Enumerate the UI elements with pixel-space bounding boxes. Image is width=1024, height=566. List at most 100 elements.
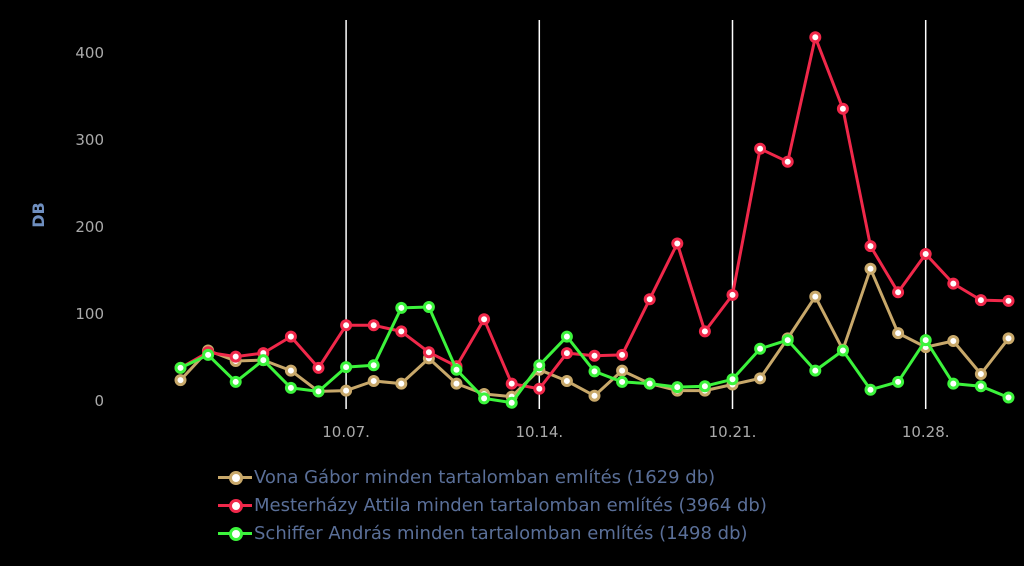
data-point[interactable] — [974, 368, 987, 380]
data-point[interactable] — [340, 361, 353, 374]
x-axis-ticks: 10.07. 10.14. 10.21. 10.28. — [322, 423, 949, 441]
data-point[interactable] — [616, 348, 629, 361]
data-point[interactable] — [422, 346, 435, 359]
data-point[interactable] — [478, 313, 491, 326]
data-point[interactable] — [919, 248, 932, 260]
y-tick-label: 400 — [75, 44, 104, 62]
data-point[interactable] — [809, 290, 822, 303]
data-point[interactable] — [229, 350, 242, 363]
data-point[interactable] — [809, 31, 822, 44]
data-point[interactable] — [947, 377, 960, 390]
data-point[interactable] — [1002, 391, 1015, 404]
data-point[interactable] — [174, 361, 187, 374]
data-point[interactable] — [698, 380, 711, 393]
data-point[interactable] — [781, 155, 794, 168]
data-point[interactable] — [588, 349, 601, 362]
data-point[interactable] — [478, 392, 491, 405]
data-point[interactable] — [560, 375, 573, 387]
data-point[interactable] — [698, 325, 711, 338]
data-point[interactable] — [505, 377, 518, 390]
data-point[interactable] — [947, 277, 960, 290]
data-point[interactable] — [754, 342, 767, 355]
data-point[interactable] — [836, 102, 849, 115]
data-point[interactable] — [616, 375, 629, 388]
data-point[interactable] — [588, 365, 601, 378]
data-point[interactable] — [450, 363, 463, 376]
data-point[interactable] — [974, 380, 987, 393]
data-point[interactable] — [312, 361, 325, 374]
legend-label-vona: Vona Gábor minden tartalomban említés (1… — [254, 466, 716, 488]
line-chart: 0 100 200 300 400 10.07. 10.14. 10.21. 10.28. D… — [29, 20, 1015, 441]
data-point[interactable] — [533, 359, 546, 372]
data-point[interactable] — [643, 293, 656, 306]
x-tick-label: 10.07. — [322, 423, 370, 441]
legend-item-vona[interactable]: Vona Gábor minden tartalomban említés (1… — [218, 463, 767, 491]
data-point[interactable] — [450, 377, 463, 390]
legend-label-mesterhazy: Mesterházy Attila minden tartalomban eml… — [254, 494, 767, 516]
data-point[interactable] — [312, 385, 325, 398]
data-point[interactable] — [340, 319, 353, 332]
legend-item-mesterhazy[interactable]: Mesterházy Attila minden tartalomban eml… — [218, 491, 767, 519]
data-point[interactable] — [892, 286, 905, 299]
data-point[interactable] — [864, 383, 877, 396]
data-point[interactable] — [809, 364, 822, 377]
data-point[interactable] — [284, 381, 297, 394]
data-point[interactable] — [229, 375, 242, 388]
data-point[interactable] — [422, 301, 435, 313]
legend-marker-schiffer — [218, 525, 252, 541]
data-point[interactable] — [726, 288, 739, 301]
data-point[interactable] — [533, 382, 546, 395]
data-point[interactable] — [588, 389, 601, 402]
data-point[interactable] — [947, 335, 960, 347]
data-point[interactable] — [367, 375, 380, 387]
data-point[interactable] — [284, 330, 297, 343]
series-group — [174, 31, 1015, 409]
data-point[interactable] — [781, 334, 794, 347]
data-point[interactable] — [726, 373, 739, 386]
data-point[interactable] — [643, 377, 656, 390]
legend-marker-vona — [218, 469, 252, 485]
legend: Vona Gábor minden tartalomban említés (1… — [218, 463, 767, 547]
data-point[interactable] — [284, 364, 297, 377]
data-point[interactable] — [505, 396, 518, 409]
data-point[interactable] — [395, 301, 408, 314]
series-1 — [174, 31, 1015, 395]
data-point[interactable] — [257, 354, 270, 367]
data-point[interactable] — [367, 359, 380, 372]
series-line — [179, 35, 1009, 391]
y-tick-label: 300 — [75, 131, 104, 149]
data-point[interactable] — [395, 377, 408, 390]
x-tick-label: 10.28. — [902, 423, 950, 441]
y-axis-ticks: 0 100 200 300 400 — [75, 44, 104, 410]
data-point[interactable] — [1002, 332, 1015, 345]
data-point[interactable] — [340, 384, 353, 397]
data-point[interactable] — [864, 240, 877, 253]
y-tick-label: 200 — [75, 218, 104, 236]
x-tick-label: 10.14. — [515, 423, 563, 441]
data-point[interactable] — [367, 319, 380, 332]
data-point[interactable] — [974, 294, 987, 307]
y-tick-label: 100 — [75, 305, 104, 323]
data-point[interactable] — [560, 347, 573, 360]
legend-item-schiffer[interactable]: Schiffer András minden tartalomban említ… — [218, 519, 767, 547]
data-point[interactable] — [174, 374, 187, 387]
data-point[interactable] — [560, 330, 573, 343]
data-point[interactable] — [754, 142, 767, 155]
y-tick-label: 0 — [94, 392, 104, 410]
series-2 — [174, 301, 1015, 409]
data-point[interactable] — [892, 327, 905, 340]
data-point[interactable] — [919, 334, 932, 347]
data-point[interactable] — [836, 344, 849, 357]
series-line — [179, 267, 1010, 399]
data-point[interactable] — [754, 372, 767, 385]
legend-label-schiffer: Schiffer András minden tartalomban említ… — [254, 522, 748, 544]
data-point[interactable] — [671, 237, 684, 250]
data-point[interactable] — [1002, 294, 1015, 307]
data-point[interactable] — [864, 262, 877, 275]
data-point[interactable] — [616, 364, 629, 377]
legend-marker-mesterhazy — [218, 497, 252, 513]
data-point[interactable] — [395, 325, 408, 338]
data-point[interactable] — [671, 381, 684, 394]
data-point[interactable] — [202, 348, 215, 361]
data-point[interactable] — [892, 375, 905, 388]
